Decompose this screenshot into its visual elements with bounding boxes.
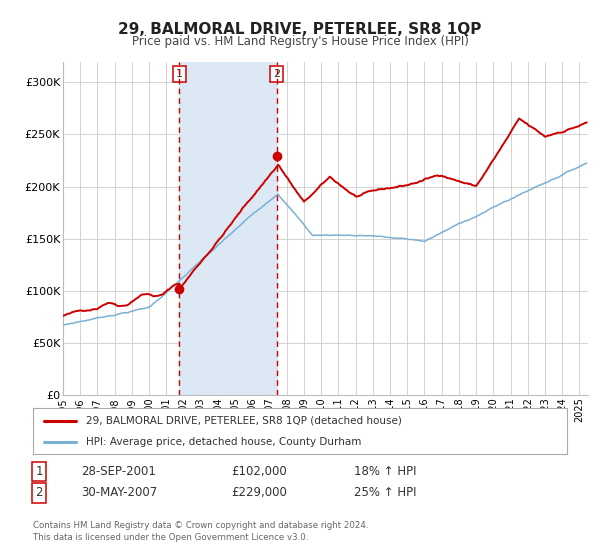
Text: £229,000: £229,000 [231, 486, 287, 500]
Text: £102,000: £102,000 [231, 465, 287, 478]
Text: HPI: Average price, detached house, County Durham: HPI: Average price, detached house, Coun… [86, 437, 362, 447]
Bar [179, 62, 277, 395]
Text: 29, BALMORAL DRIVE, PETERLEE, SR8 1QP: 29, BALMORAL DRIVE, PETERLEE, SR8 1QP [118, 22, 482, 38]
Text: 1: 1 [176, 69, 182, 79]
Text: 29, BALMORAL DRIVE, PETERLEE, SR8 1QP (detached house): 29, BALMORAL DRIVE, PETERLEE, SR8 1QP (d… [86, 416, 402, 426]
Text: 30-MAY-2007: 30-MAY-2007 [81, 486, 157, 500]
Text: 28-SEP-2001: 28-SEP-2001 [81, 465, 156, 478]
Text: This data is licensed under the Open Government Licence v3.0.: This data is licensed under the Open Gov… [33, 533, 308, 542]
Text: 18% ↑ HPI: 18% ↑ HPI [354, 465, 416, 478]
Text: Contains HM Land Registry data © Crown copyright and database right 2024.: Contains HM Land Registry data © Crown c… [33, 521, 368, 530]
Text: 1: 1 [35, 465, 43, 478]
Text: 2: 2 [273, 69, 280, 79]
Text: Price paid vs. HM Land Registry's House Price Index (HPI): Price paid vs. HM Land Registry's House … [131, 35, 469, 48]
Text: 25% ↑ HPI: 25% ↑ HPI [354, 486, 416, 500]
Text: 2: 2 [35, 486, 43, 500]
